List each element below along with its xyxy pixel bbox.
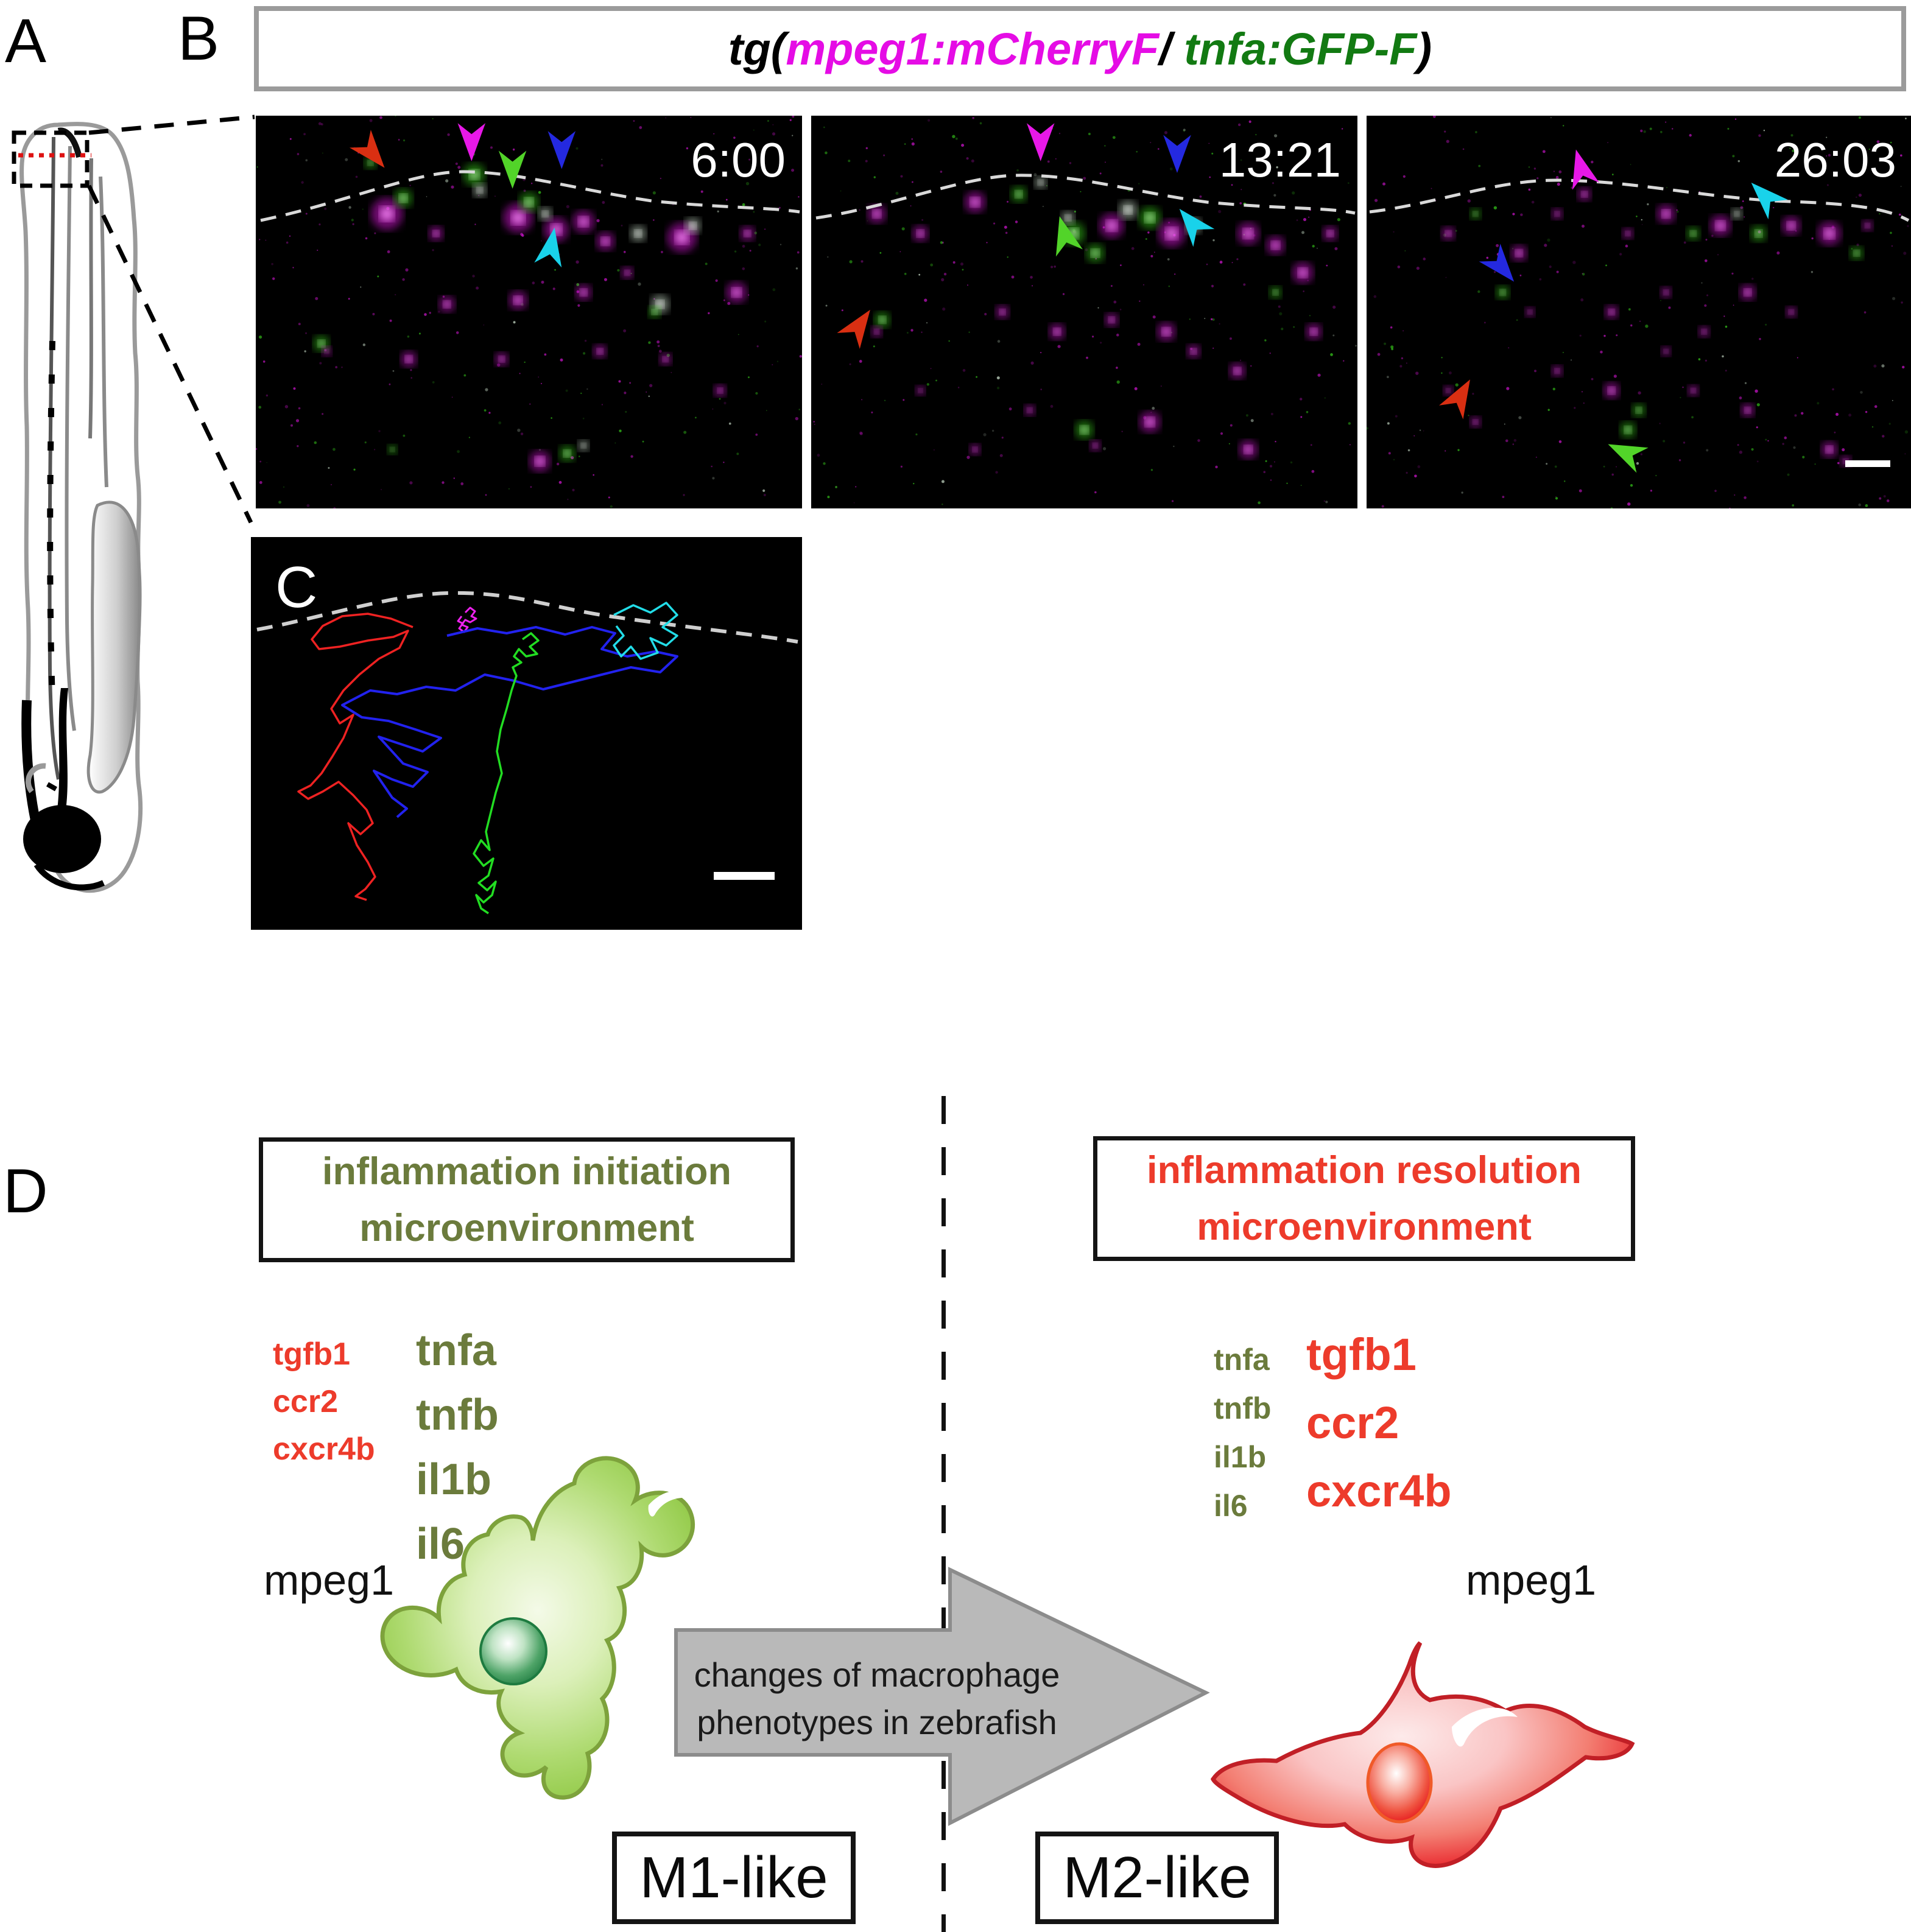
panel-label-a: A — [5, 6, 47, 76]
arrowhead — [1572, 149, 1599, 190]
timelapse-frame-26-03: 26:03 — [1367, 116, 1911, 508]
arrowhead — [1179, 209, 1215, 247]
m1-macrophage-cell — [380, 1456, 695, 1800]
fish-yolk — [86, 501, 141, 794]
arrowhead — [1055, 216, 1083, 257]
migration-tracks — [297, 602, 678, 915]
fish-pigment-dashes — [47, 340, 55, 701]
zoom-connector-top — [88, 114, 255, 135]
arrowhead — [498, 150, 527, 189]
magenta-track — [457, 606, 477, 633]
arrowhead — [1751, 182, 1788, 220]
panel-label-d: D — [3, 1156, 48, 1226]
m2-macrophage-cell — [1210, 1641, 1635, 1868]
phenotype-change-arrow: changes of macrophage phenotypes in zebr… — [674, 1567, 1210, 1826]
fluorescence-blobs — [256, 116, 802, 508]
m1-like-box: M1-like — [612, 1832, 856, 1924]
inflammation-initiation-box: inflammation initiation microenvironment — [259, 1137, 795, 1262]
gene-label: il1b — [416, 1455, 492, 1504]
gene-label: cxcr4b — [273, 1431, 375, 1467]
gene-label: tnfb — [416, 1391, 499, 1439]
left-box-line2: microenvironment — [359, 1206, 694, 1249]
mpeg1-label-right: mpeg1 — [1466, 1556, 1597, 1604]
arrowhead — [349, 130, 385, 168]
arrowhead — [837, 309, 870, 350]
imaging-region-dashed-box — [12, 130, 90, 188]
left-box-line1: inflammation initiation — [322, 1150, 731, 1193]
panel-label-c: C — [275, 555, 317, 620]
zebrafish-larva-schematic — [12, 114, 255, 893]
m2-cell-nucleus — [1366, 1742, 1433, 1824]
gene-label: il1b — [1214, 1440, 1267, 1474]
arrowhead — [1439, 379, 1470, 420]
gene-label: ccr2 — [1306, 1397, 1399, 1448]
tracked-cell-arrowheads — [1439, 149, 1788, 473]
zoom-connector-bottom — [86, 184, 253, 524]
blue-track — [341, 626, 678, 818]
fish-eye — [23, 805, 101, 873]
right-upregulated-gene-list: tgfb1 ccr2 cxcr4b — [1306, 1332, 1452, 1537]
timestamp: 13:21 — [1219, 133, 1341, 187]
title-suffix: ) — [1417, 23, 1432, 74]
panel-label-b: B — [178, 4, 220, 73]
timestamp: 6:00 — [691, 133, 786, 187]
tracked-cell-arrowheads — [837, 123, 1215, 350]
timelapse-frame-13-21: 13:21 — [811, 116, 1357, 508]
cell-track-panel: C — [251, 537, 802, 930]
title-slash: / — [1159, 23, 1172, 74]
scale-bar — [714, 872, 775, 880]
m1-like-label: M1-like — [639, 1845, 828, 1910]
arrowhead — [457, 123, 486, 161]
m1-cell-nucleus — [479, 1617, 547, 1685]
arrowhead — [1479, 244, 1515, 282]
arrowhead — [1163, 135, 1191, 174]
right-box-line1: inflammation resolution — [1146, 1148, 1582, 1192]
gene-label: tnfa — [416, 1326, 496, 1375]
tissue-edge-dashed-line — [260, 170, 800, 222]
green-track — [473, 632, 540, 915]
timelapse-frame-6-00: 6:00 — [256, 116, 802, 508]
arrow-text-line2: phenotypes in zebrafish — [697, 1703, 1057, 1741]
gene-label: tnfb — [1214, 1391, 1272, 1425]
tissue-edge-dashed-line — [1369, 178, 1910, 222]
cyan-track — [613, 602, 678, 660]
title-tnfa-gfp: tnfa:GFP-F — [1171, 23, 1417, 74]
arrow-text-line1: changes of macrophage — [694, 1656, 1060, 1694]
fluorescence-blobs — [813, 116, 1357, 505]
left-upregulated-gene-list: tnfa tnfb il1b il6 — [416, 1329, 499, 1587]
tissue-edge-dashed-line — [256, 591, 798, 644]
scale-bar — [1845, 460, 1890, 467]
title-mpeg1-mcherry: mpeg1:mCherryF — [786, 23, 1160, 74]
left-downregulated-gene-list: tgfb1 ccr2 cxcr4b — [273, 1338, 375, 1481]
right-downregulated-gene-list: tnfa tnfb il1b il6 — [1214, 1344, 1271, 1539]
m2-like-label: M2-like — [1063, 1845, 1251, 1910]
tissue-edge-dashed-line — [815, 174, 1356, 220]
title-prefix: tg( — [728, 23, 786, 74]
m2-like-box: M2-like — [1035, 1832, 1279, 1924]
red-track — [297, 613, 414, 901]
gene-label: tnfa — [1214, 1343, 1270, 1377]
gene-label: ccr2 — [273, 1384, 338, 1419]
inflammation-resolution-box: inflammation resolution microenvironment — [1093, 1136, 1635, 1261]
timestamp: 26:03 — [1775, 133, 1896, 187]
tracked-cell-arrowheads — [349, 123, 576, 268]
gene-label: il6 — [416, 1520, 465, 1568]
gene-label: il6 — [1214, 1489, 1248, 1523]
arrowhead — [547, 131, 576, 169]
mpeg1-label-left: mpeg1 — [264, 1556, 395, 1604]
gene-label: tgfb1 — [1306, 1329, 1417, 1380]
m2-cell-highlight — [1452, 1707, 1518, 1747]
arrowhead — [534, 227, 562, 268]
fish-body — [19, 122, 143, 893]
gene-label: tgfb1 — [273, 1337, 351, 1372]
phenotype-divider-dashed-line — [941, 1096, 946, 1932]
m1-cell-highlight — [648, 1491, 695, 1517]
arrowhead — [1608, 444, 1649, 473]
gene-label: cxcr4b — [1306, 1466, 1452, 1516]
transgene-title-box: tg(mpeg1:mCherryF / tnfa:GFP-F) — [254, 6, 1906, 91]
right-box-line2: microenvironment — [1197, 1205, 1532, 1248]
arrowhead — [1026, 123, 1055, 161]
